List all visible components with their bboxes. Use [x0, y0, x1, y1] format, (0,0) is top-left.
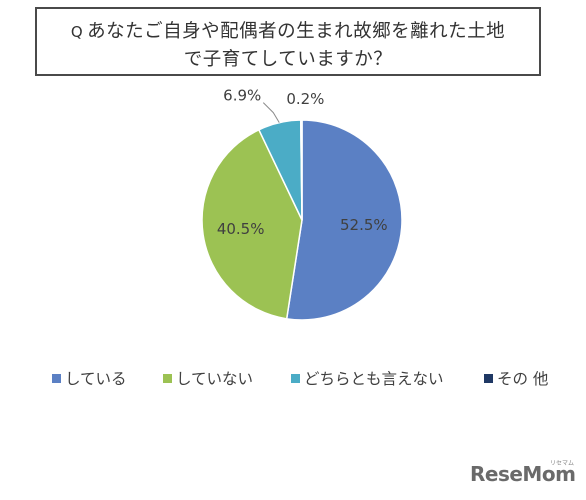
data-label-4: 0.2%	[286, 90, 324, 108]
data-label-1: 52.5%	[340, 216, 388, 234]
question-prefix: Q	[70, 23, 84, 41]
question-line-1: Q あなたご自身や配偶者の生まれ故郷を離れた土地	[37, 17, 539, 43]
question-box: Q あなたご自身や配偶者の生まれ故郷を離れた土地 で子育てしていますか？	[35, 7, 541, 76]
pie-data-labels: 52.5% 40.5% 6.9% 0.2%	[217, 87, 388, 238]
pie-slices	[201, 119, 403, 321]
chart-legend: している していない どちらとも言えない その 他	[0, 367, 586, 389]
label-leader-lines	[262, 102, 280, 123]
pie-slice-4	[299, 119, 303, 221]
legend-label-3: どちらとも言えない	[304, 370, 444, 388]
legend-item-3: どちらとも言えない	[291, 367, 444, 389]
logo-subtext: リセマム	[549, 460, 574, 467]
resemom-logo: リセマム ReseMom	[470, 460, 580, 490]
legend-label-1: している	[65, 370, 127, 388]
legend-swatch-2	[163, 373, 172, 383]
data-label-2: 40.5%	[217, 220, 265, 238]
legend-label-2: していない	[176, 370, 254, 388]
legend-swatch-3	[291, 373, 300, 383]
legend-swatch-1	[52, 373, 61, 383]
legend-swatch-4	[484, 373, 493, 383]
pie-slice-2	[201, 128, 303, 320]
legend-item-2: していない	[163, 367, 253, 389]
legend-item-4: その 他	[484, 367, 548, 389]
question-line-2: で子育てしていますか？	[183, 49, 393, 70]
legend-item-1: している	[52, 367, 127, 389]
data-label-3: 6.9%	[223, 87, 261, 105]
logo-text: ReseMom	[470, 462, 576, 486]
question-text-1: あなたご自身や配偶者の生まれ故郷を離れた土地	[87, 21, 506, 42]
pie-slice-1	[285, 119, 403, 321]
leader-line-3	[262, 102, 280, 123]
legend-label-4: その 他	[497, 370, 549, 388]
